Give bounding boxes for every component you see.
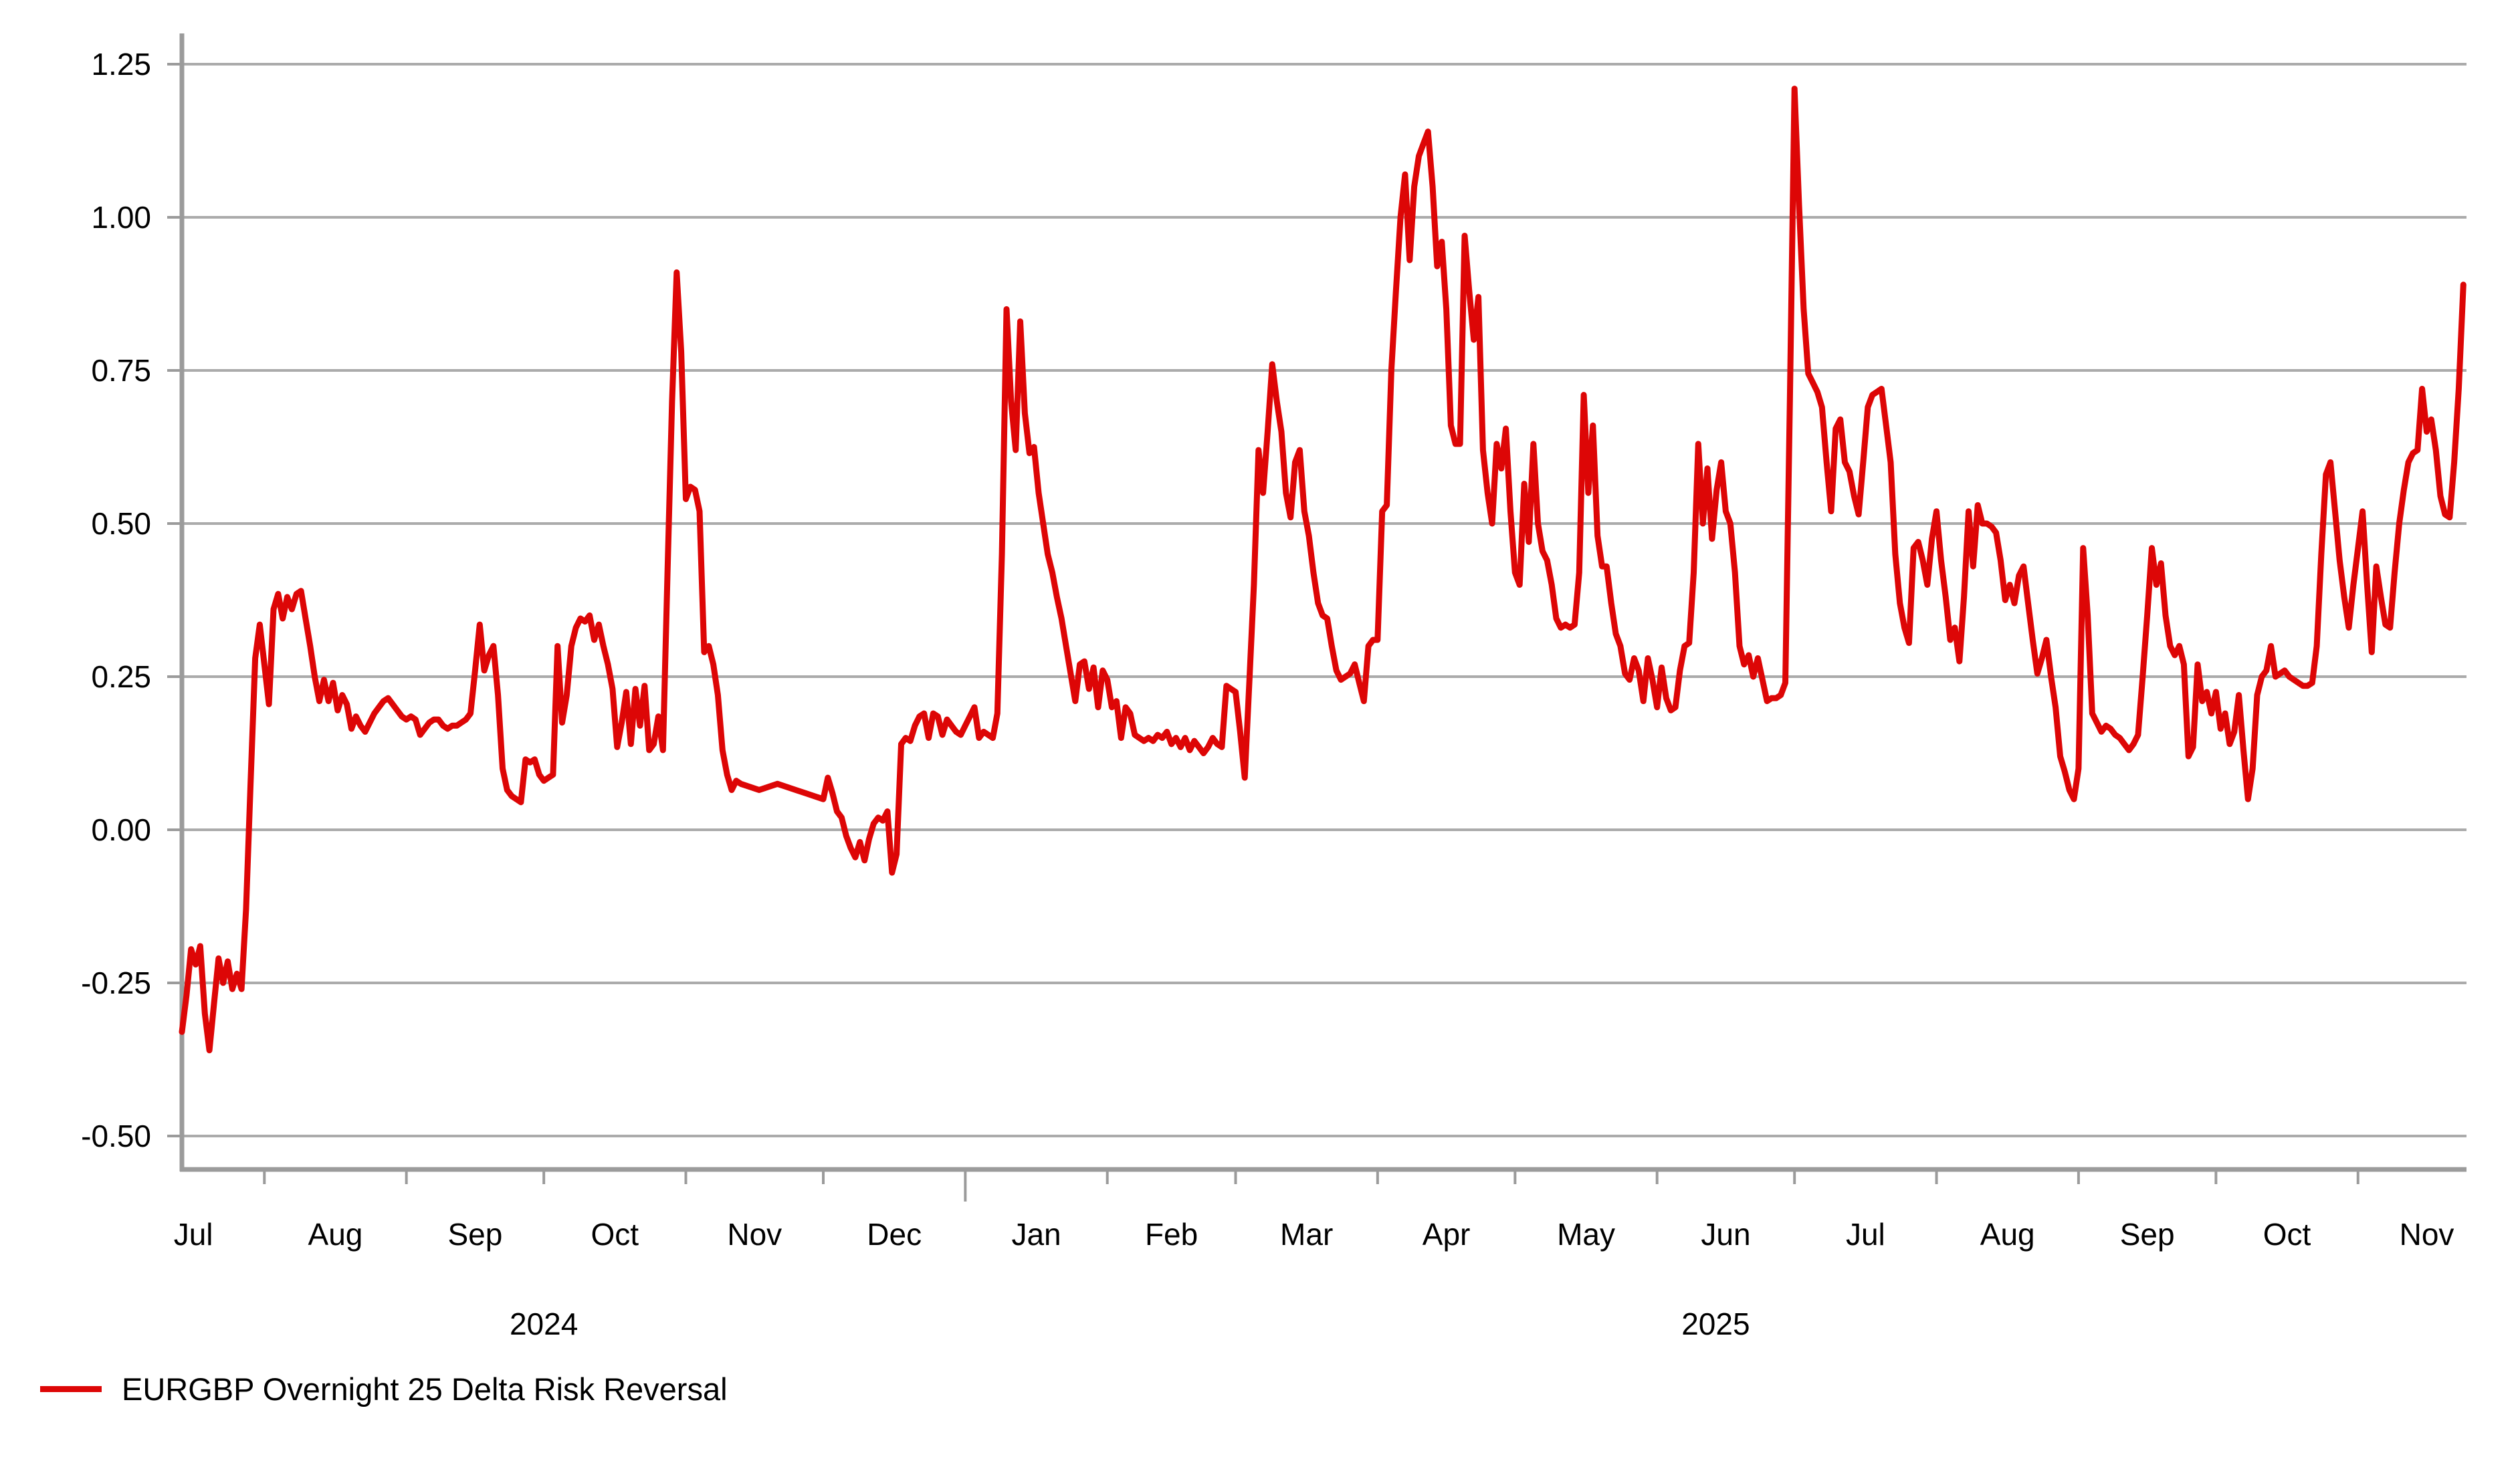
y-axis-tick-label: 1.00 [91, 200, 151, 235]
x-axis-month-label: Jul [174, 1217, 213, 1252]
x-axis-month-label: May [1557, 1217, 1615, 1252]
x-axis-month-label: Feb [1145, 1217, 1198, 1252]
series-line [179, 86, 2466, 1054]
x-axis-month-label: Apr [1423, 1217, 1471, 1252]
x-axis-month-label: Jan [1011, 1217, 1061, 1252]
y-axis-tick-label: -0.25 [81, 966, 151, 1000]
y-axis-tick-label: -0.50 [81, 1119, 151, 1153]
x-axis-month-label: Oct [591, 1217, 639, 1252]
y-axis-tick-label: 0.00 [91, 812, 151, 847]
x-axis-year-label: 2025 [1681, 1307, 1750, 1341]
x-axis-month-label: Mar [1280, 1217, 1333, 1252]
legend: EURGBP Overnight 25 Delta Risk Reversal [40, 1369, 728, 1408]
legend-label: EURGBP Overnight 25 Delta Risk Reversal [122, 1371, 728, 1407]
y-axis-tick-label: 0.50 [91, 506, 151, 541]
x-axis-month-label: Jun [1701, 1217, 1750, 1252]
legend-swatch [40, 1385, 102, 1392]
x-axis-month-label: Dec [867, 1217, 922, 1252]
x-axis-year-label: 2024 [510, 1307, 578, 1341]
y-axis-tick-label: 1.25 [91, 47, 151, 82]
x-axis-month-label: Oct [2263, 1217, 2311, 1252]
x-axis-month-label: Jul [1846, 1217, 1885, 1252]
x-axis-month-label: Sep [2120, 1217, 2175, 1252]
x-axis-month-label: Aug [308, 1217, 363, 1252]
y-axis-tick-label: 0.25 [91, 659, 151, 694]
x-axis-month-label: Nov [2400, 1217, 2454, 1252]
x-axis-month-label: Sep [447, 1217, 502, 1252]
y-axis-tick-label: 0.75 [91, 353, 151, 388]
x-axis-month-label: Nov [727, 1217, 782, 1252]
x-axis-month-label: Aug [1980, 1217, 2035, 1252]
